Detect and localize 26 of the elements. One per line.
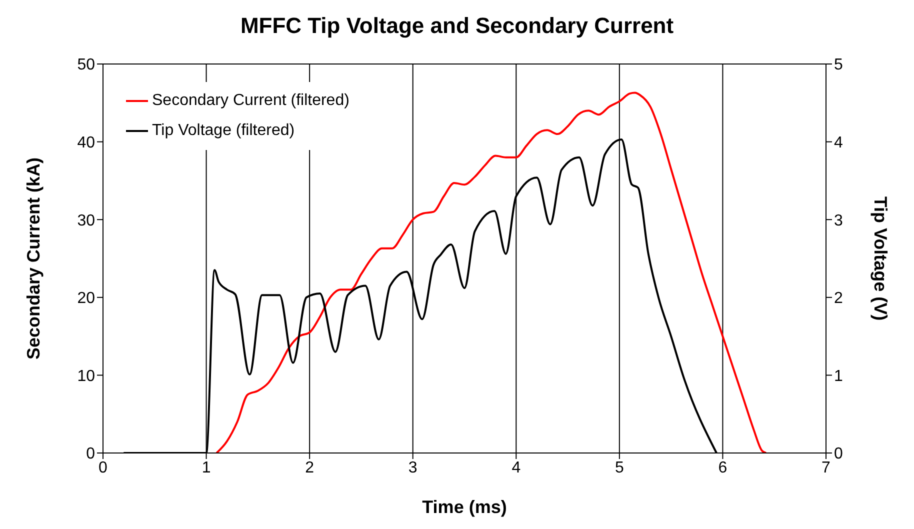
y-tick-label: 50 [77, 56, 96, 74]
y2-tick-label: 1 [834, 368, 843, 385]
y-tick-label: 20 [77, 290, 96, 308]
y-tick-label: 0 [86, 446, 96, 463]
x-tick-label: 0 [98, 459, 108, 476]
y2-axis-title: Tip Voltage (V) [870, 196, 891, 321]
chart-title: MFFC Tip Voltage and Secondary Current [239, 12, 675, 40]
y-axis-title: Secondary Current (kA) [23, 157, 44, 360]
legend-label: Tip Voltage (filtered) [152, 121, 295, 141]
x-tick-label: 6 [718, 459, 728, 476]
y-tick-label: 40 [77, 134, 96, 152]
y-tick-label: 30 [77, 212, 96, 230]
y2-tick-label: 5 [834, 56, 843, 74]
y2-tick-label: 3 [834, 212, 843, 230]
y-tick-label: 10 [77, 368, 96, 385]
y2-tick-label: 0 [834, 446, 843, 463]
x-tick-label: 2 [305, 459, 314, 476]
x-tick-label: 3 [408, 459, 418, 476]
y2-tick-label: 2 [834, 290, 843, 308]
x-axis-title: Time (ms) [422, 497, 507, 517]
x-tick-label: 5 [614, 459, 624, 476]
x-tick-label: 7 [822, 459, 831, 476]
y2-tick-label: 4 [834, 134, 843, 152]
x-tick-label: 4 [512, 459, 521, 476]
x-tick-label: 1 [202, 459, 211, 476]
legend-label: Secondary Current (filtered) [152, 91, 350, 111]
